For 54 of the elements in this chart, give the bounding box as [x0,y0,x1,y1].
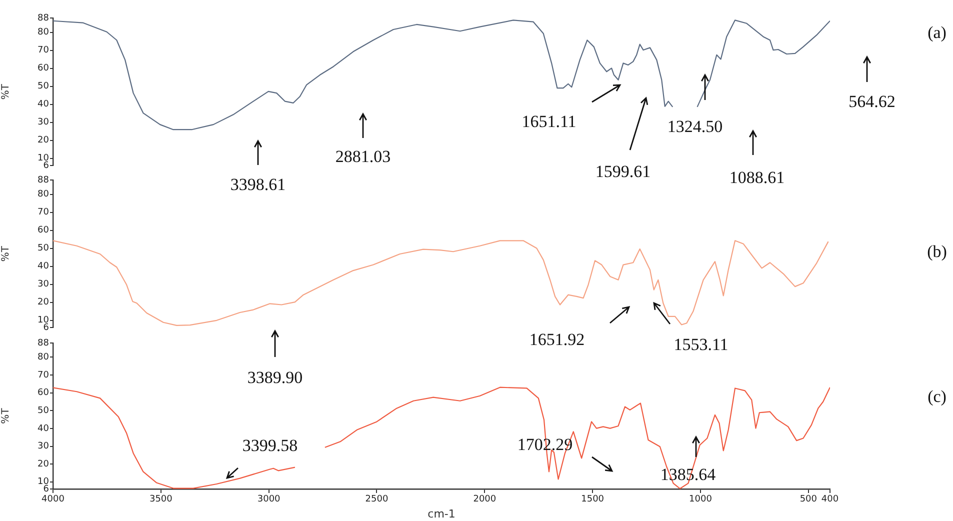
y-tick-label: 80 [38,28,50,38]
y-tick-label: 88 [38,175,50,186]
y-tick-label: 70 [38,370,50,380]
text: (c) [928,387,946,407]
annotation: 1651.92 [529,330,585,350]
y-tick-label: 40 [38,100,50,110]
y-tick-label: 20 [38,459,50,470]
y-tick-label: 70 [38,46,50,56]
y-tick-label: 20 [38,298,50,308]
y-tick-label: 30 [38,280,50,290]
x-tick-label: 3000 [257,494,281,505]
y-tick-label: 6 [43,160,50,171]
y-tick-label: 88 [38,338,50,348]
text: (a) [928,23,946,43]
annotation: 1651.11 [522,112,576,132]
y-tick-label: 88 [38,13,50,24]
x-tick-label: 400 [821,494,839,505]
annotation: 3389.90 [247,368,303,388]
x-tick-label: 1000 [689,494,712,505]
y-tick-label: 30 [38,118,50,128]
y-tick-label: 40 [38,262,50,272]
y-tick-label: 40 [38,424,50,434]
y-tick-label: 30 [38,442,50,452]
annotation: 2881.03 [335,147,391,167]
y-tick-label: 20 [38,136,50,146]
x-tick-label: 500 [800,494,818,505]
y-tick-label: 60 [38,388,50,398]
y-axis-title: %T [0,245,12,262]
annotation: 1324.50 [667,117,723,137]
annotation: 1599.61 [595,162,651,182]
y-tick-label: 6 [43,484,50,494]
x-tick-label: 2000 [473,494,496,505]
y-tick-label: 50 [38,82,50,92]
x-tick-label: 1500 [581,494,604,505]
y-tick-label: 50 [38,406,50,416]
annotation: 1553.11 [674,335,728,355]
x-tick-label: 2500 [365,494,388,505]
x-axis-title: cm-1 [428,507,456,520]
text: 564.62 [848,92,896,112]
y-tick-label: 60 [38,64,50,74]
y-tick-label: 80 [38,352,50,363]
annotation: 3399.58 [242,436,298,456]
y-tick-label: 50 [38,244,50,254]
x-tick-label: 3500 [149,494,173,505]
x-tick-label: 4000 [42,494,65,505]
y-axis-title: %T [0,83,12,100]
y-tick-label: 80 [38,190,50,200]
text: (b) [927,242,947,262]
annotation: 1088.61 [729,168,785,188]
y-axis-title: %T [0,407,12,424]
y-tick-label: 70 [38,208,50,218]
y-tick-label: 6 [43,322,50,333]
annotation: 3398.61 [230,175,286,195]
y-tick-label: 60 [38,226,50,236]
